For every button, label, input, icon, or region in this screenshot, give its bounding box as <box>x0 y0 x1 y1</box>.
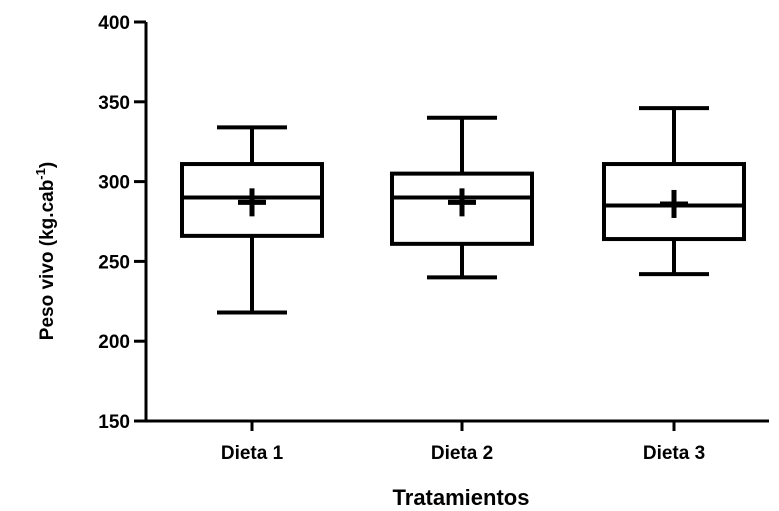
y-tick-label: 300 <box>98 173 130 194</box>
y-axis-title-superscript: -1 <box>33 168 48 180</box>
y-tick-label: 200 <box>98 332 130 353</box>
y-tick-label: 250 <box>98 252 130 273</box>
box-iqr <box>390 171 534 246</box>
x-tick-label: Dieta 2 <box>431 443 493 464</box>
y-tick-label: 150 <box>98 412 130 433</box>
y-axis-title-base: Peso vivo (kg.cab <box>37 180 58 341</box>
plot-area: 150 200 250 300 350 400 Dieta 1 Dieta 2 Dieta 3 <box>98 13 769 464</box>
x-tick-label: Dieta 3 <box>643 443 705 464</box>
y-tick-label: 400 <box>98 13 130 34</box>
y-tick-label: 350 <box>98 93 130 114</box>
x-axis-title: Tratamientos <box>393 485 530 510</box>
x-tick-label: Dieta 1 <box>221 443 284 464</box>
y-axis-title: Peso vivo (kg.cab-1) <box>33 162 58 340</box>
y-axis-title-close: ) <box>37 162 58 168</box>
